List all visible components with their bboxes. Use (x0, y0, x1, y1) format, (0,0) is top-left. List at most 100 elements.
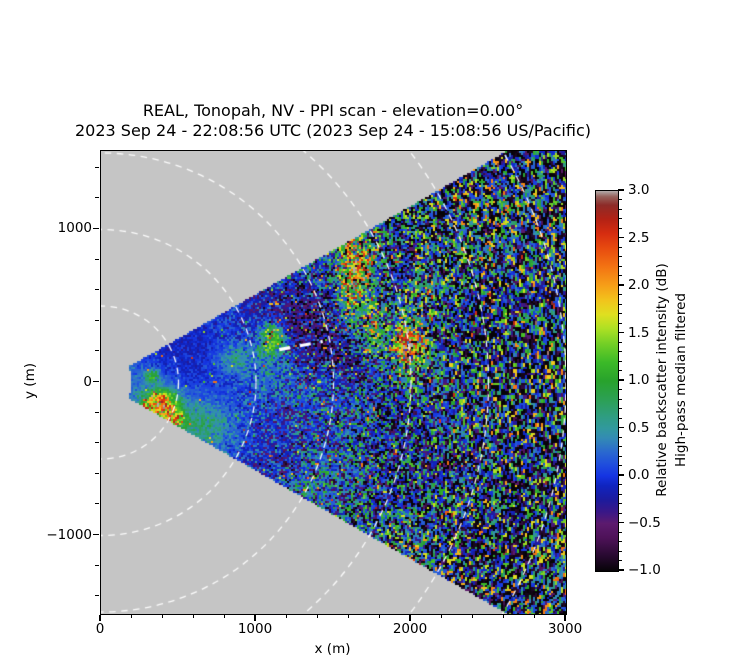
colorbar-minor-tick (618, 455, 622, 457)
y-major-tick (92, 380, 99, 383)
colorbar-minor-tick (618, 227, 622, 229)
colorbar-major-tick (618, 426, 625, 429)
colorbar-label-wrap: Relative backscatter intensity (dB) High… (640, 190, 704, 570)
y-major-tick (92, 227, 99, 230)
x-minor-tick (347, 614, 349, 618)
y-tick-label: 0 (83, 373, 92, 390)
x-minor-tick (130, 614, 132, 618)
colorbar-minor-tick (618, 313, 622, 314)
colorbar-tick-label: 1.5 (628, 324, 650, 341)
colorbar-minor-tick (618, 408, 622, 409)
x-minor-tick (502, 614, 504, 618)
colorbar (595, 190, 619, 572)
y-minor-tick (95, 595, 99, 597)
x-tick-label: 1000 (237, 621, 273, 637)
y-tick-label: −1000 (46, 526, 92, 543)
colorbar-tick-label: 3.0 (628, 182, 650, 198)
x-minor-tick (316, 614, 318, 618)
colorbar-label-line-2: High-pass median filtered (673, 293, 689, 467)
colorbar-minor-tick (618, 503, 622, 504)
colorbar-tick-label: 2.0 (628, 277, 650, 293)
y-minor-tick (95, 503, 99, 505)
colorbar-minor-tick (618, 417, 622, 419)
colorbar-minor-tick (618, 303, 622, 305)
colorbar-major-tick (618, 331, 625, 334)
y-minor-tick (95, 350, 99, 352)
colorbar-tick-label: 0.5 (628, 419, 650, 436)
colorbar-major-tick (618, 236, 625, 239)
y-tick-label: 1000 (57, 220, 92, 237)
y-minor-tick (95, 472, 99, 474)
colorbar-tick-label: 0.0 (628, 467, 650, 483)
colorbar-tick-label: 2.5 (628, 229, 650, 246)
colorbar-tick-label: −1.0 (628, 562, 661, 578)
x-minor-tick (378, 614, 380, 618)
y-minor-tick (95, 319, 99, 321)
colorbar-minor-tick (618, 265, 622, 267)
x-minor-tick (285, 614, 287, 618)
x-major-tick (564, 614, 566, 621)
colorbar-tick-label: 1.0 (628, 372, 650, 388)
colorbar-minor-tick (618, 493, 622, 495)
y-axis-label: y (m) (22, 363, 38, 399)
colorbar-minor-tick (618, 218, 622, 219)
y-minor-tick (95, 442, 99, 444)
colorbar-minor-tick (618, 360, 622, 362)
y-minor-tick (95, 197, 99, 199)
x-tick-label: 0 (95, 621, 105, 637)
y-minor-tick (95, 411, 99, 413)
colorbar-minor-tick (618, 512, 622, 514)
colorbar-minor-tick (618, 246, 622, 248)
plot-title: REAL, Tonopah, NV - PPI scan - elevation… (0, 101, 666, 141)
colorbar-label-line-1: Relative backscatter intensity (dB) (654, 263, 670, 497)
x-major-tick (99, 614, 101, 621)
colorbar-minor-tick (618, 341, 622, 343)
plot-area (100, 150, 567, 615)
x-minor-tick (440, 614, 442, 618)
colorbar-tick-label: −0.5 (628, 514, 661, 531)
plot-title-line-2: 2023 Sep 24 - 22:08:56 UTC (2023 Sep 24 … (75, 121, 591, 140)
colorbar-minor-tick (618, 294, 622, 295)
x-minor-tick (192, 614, 194, 618)
x-major-tick (254, 614, 256, 621)
y-major-tick (92, 533, 99, 536)
colorbar-minor-tick (618, 541, 622, 542)
colorbar-major-tick (618, 521, 625, 524)
x-major-tick (409, 614, 411, 621)
x-minor-tick (161, 614, 163, 618)
colorbar-minor-tick (618, 531, 622, 533)
colorbar-minor-tick (618, 446, 622, 447)
colorbar-minor-tick (618, 275, 622, 276)
x-tick-label: 2000 (392, 621, 428, 637)
colorbar-minor-tick (618, 560, 622, 561)
ppi-scan-canvas (101, 151, 566, 614)
colorbar-minor-tick (618, 351, 622, 352)
colorbar-minor-tick (618, 389, 622, 390)
colorbar-minor-tick (618, 322, 622, 324)
colorbar-minor-tick (618, 484, 622, 485)
colorbar-minor-tick (618, 370, 622, 371)
x-minor-tick (471, 614, 473, 618)
x-minor-tick (533, 614, 535, 618)
y-minor-tick (95, 166, 99, 168)
colorbar-major-tick (618, 474, 625, 476)
x-minor-tick (223, 614, 225, 618)
x-axis-label: x (m) (314, 641, 351, 657)
x-tick-label: 3000 (547, 621, 583, 637)
colorbar-minor-tick (618, 208, 622, 210)
colorbar-major-tick (618, 189, 625, 191)
colorbar-major-tick (618, 284, 625, 286)
plot-title-line-1: REAL, Tonopah, NV - PPI scan - elevation… (142, 101, 524, 120)
y-minor-tick (95, 289, 99, 291)
colorbar-minor-tick (618, 256, 622, 257)
colorbar-minor-tick (618, 465, 622, 466)
colorbar-label: Relative backscatter intensity (dB) High… (653, 263, 691, 496)
colorbar-minor-tick (618, 436, 622, 438)
colorbar-minor-tick (618, 550, 622, 552)
y-minor-tick (95, 258, 99, 260)
colorbar-minor-tick (618, 199, 622, 200)
y-minor-tick (95, 564, 99, 566)
colorbar-minor-tick (618, 398, 622, 400)
colorbar-major-tick (618, 379, 625, 381)
